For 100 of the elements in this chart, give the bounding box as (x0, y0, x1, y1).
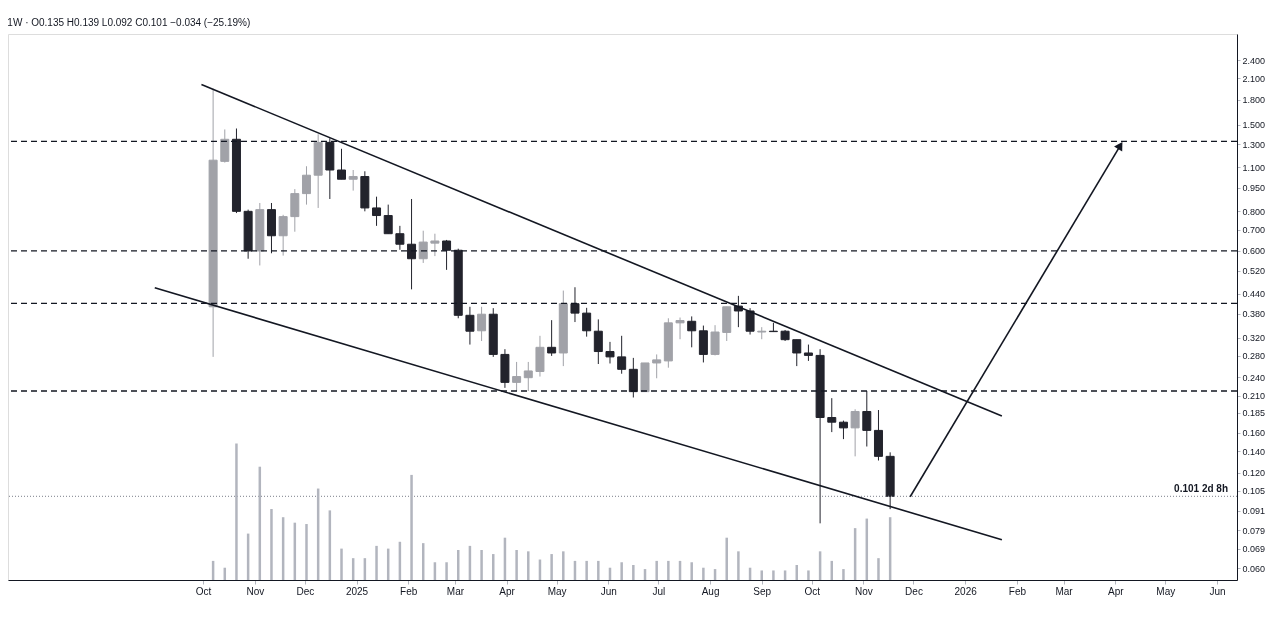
candlestick (838, 420, 848, 440)
y-tick-label: 2.400 (1242, 55, 1266, 66)
candlestick (850, 408, 860, 457)
bar (772, 570, 775, 580)
candlestick (348, 169, 358, 192)
candlestick (570, 286, 580, 323)
bar (515, 549, 518, 580)
candlestick (862, 390, 872, 448)
x-tick-label: Jul (652, 585, 666, 597)
candlestick (442, 239, 452, 271)
x-tick-label: Nov (246, 585, 265, 597)
bar (235, 443, 238, 580)
candlestick (430, 233, 440, 257)
y-tick-label: 0.120 (1242, 468, 1266, 479)
candlestick (687, 315, 697, 348)
candlestick (582, 307, 592, 338)
bar (690, 562, 693, 580)
y-tick-label: 0.950 (1242, 183, 1266, 194)
bar (842, 569, 845, 580)
x-tick-label: Apr (499, 585, 516, 597)
bar (375, 545, 378, 580)
candlestick (698, 325, 708, 363)
y-tick-label: 2.100 (1242, 73, 1266, 84)
y-tick-label: 0.600 (1242, 246, 1266, 257)
candlestick (547, 319, 557, 357)
y-tick-label: 1.500 (1242, 120, 1266, 131)
x-tick-label: Mar (446, 585, 465, 597)
y-tick-label: 1.800 (1242, 95, 1266, 106)
candlestick (407, 198, 417, 290)
ref-line-label: 0.101 2d 8h (1174, 483, 1228, 495)
x-tick-label: Feb (1008, 585, 1027, 597)
bar (550, 554, 553, 580)
x-tick-label: 2025 (345, 585, 369, 597)
bar (492, 554, 495, 580)
y-tick-label: 0.185 (1242, 408, 1266, 419)
bar (632, 564, 635, 580)
y-tick-label: 1.100 (1242, 162, 1266, 173)
y-tick-label: 0.069 (1242, 544, 1266, 555)
bar (667, 560, 670, 580)
x-tick-label: Oct (195, 585, 212, 597)
candlestick (745, 307, 755, 336)
bar (480, 549, 483, 580)
x-tick-label: May (547, 585, 567, 597)
bar (620, 562, 623, 580)
candlestick (710, 324, 720, 356)
bar (655, 560, 658, 580)
candlestick (301, 165, 311, 206)
y-tick-label: 0.091 (1242, 506, 1266, 517)
y-tick-label: 0.380 (1242, 309, 1266, 320)
y-tick-label: 0.140 (1242, 446, 1266, 457)
bar (445, 562, 448, 580)
candlestick (220, 128, 230, 164)
bar (562, 551, 565, 580)
y-tick-label: 0.280 (1242, 351, 1266, 362)
y-tick-label: 0.060 (1242, 563, 1266, 574)
x-tick-label: Mar (1055, 585, 1074, 597)
x-tick-label: Dec (296, 585, 315, 597)
x-tick-label: May (1156, 585, 1176, 597)
candlestick (465, 306, 475, 346)
x-tick-label: Oct (804, 585, 821, 597)
bar (807, 570, 810, 580)
chart-title: 1W · O0.135 H0.139 L0.092 C0.101 −0.034 (−25.19%) (7, 17, 251, 28)
candlestick (523, 361, 533, 392)
y-tick-label: 0.240 (1242, 372, 1266, 383)
x-tick-label: Feb (400, 585, 418, 597)
candlestick (337, 148, 347, 180)
candlestick (628, 357, 638, 398)
x-tick-label: 2026 (954, 585, 978, 597)
y-tick-label: 0.320 (1242, 333, 1266, 344)
bar (340, 548, 343, 580)
y-tick-label: 0.160 (1242, 428, 1266, 439)
candlestick (395, 225, 405, 251)
candlestick (827, 397, 837, 433)
x-tick-label: Jun (1209, 585, 1226, 597)
candlestick (605, 341, 615, 364)
x-tick-label: Apr (1107, 585, 1125, 597)
x-tick-label: Nov (855, 585, 873, 597)
x-tick-label: Aug (701, 585, 720, 597)
bar (702, 567, 705, 580)
candlestick (675, 317, 685, 340)
bar (877, 558, 880, 580)
candlestick (593, 318, 603, 365)
y-tick-label: 1.300 (1242, 139, 1266, 150)
candlestick (278, 214, 288, 257)
x-tick-label: Sep (753, 585, 772, 597)
candlestick (372, 196, 382, 227)
bar (527, 551, 530, 580)
y-tick-label: 0.079 (1242, 525, 1266, 536)
candlestick (477, 306, 487, 342)
bar (725, 537, 728, 580)
bar (270, 509, 273, 580)
y-tick-label: 0.440 (1242, 289, 1266, 300)
candlestick (383, 204, 393, 235)
y-tick-label: 0.210 (1242, 391, 1266, 402)
candlestick (512, 361, 522, 392)
y-tick-label: 0.520 (1242, 266, 1266, 277)
bar (585, 560, 588, 580)
candlestick (418, 230, 428, 264)
candlestick (652, 353, 662, 379)
y-tick-label: 0.700 (1242, 225, 1266, 236)
